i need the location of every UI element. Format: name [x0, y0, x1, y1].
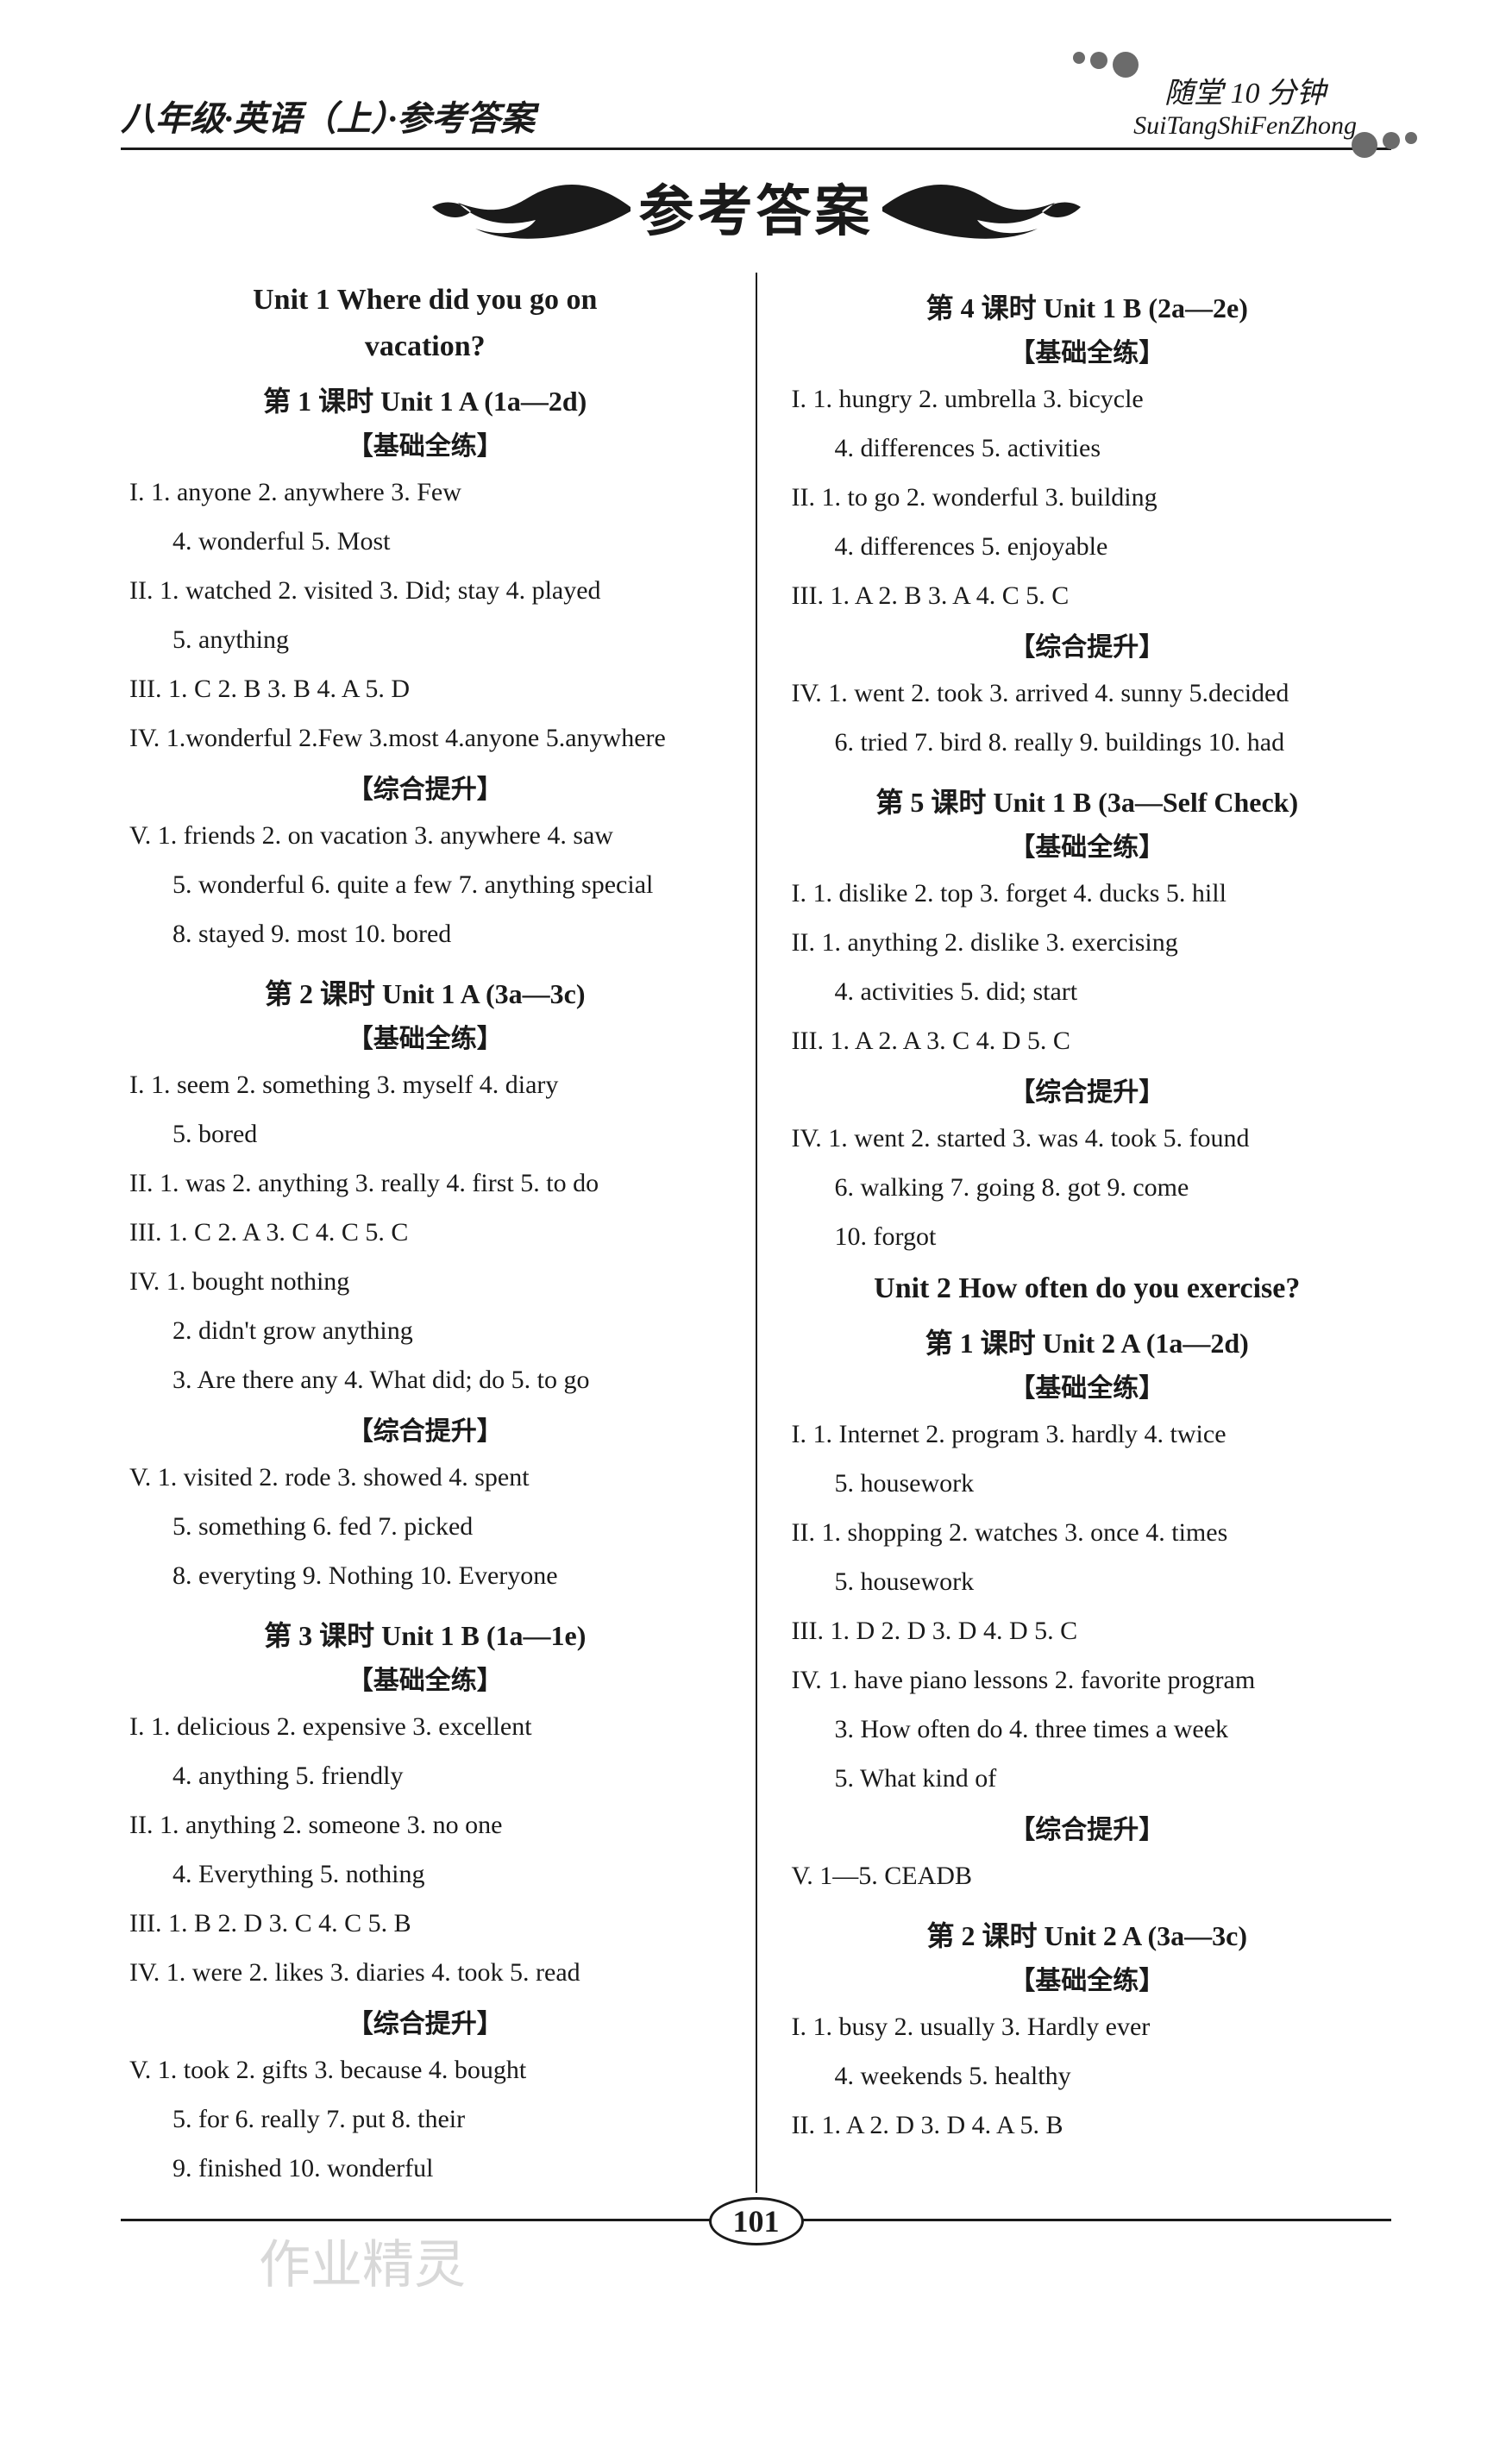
u1-lesson4-title: 第 4 课时 Unit 1 B (2a—2e) — [783, 286, 1392, 326]
answer-text: I. 1. delicious 2. expensive 3. excellen… — [159, 1702, 730, 1751]
answer-text: I. 1. busy 2. usually 3. Hardly ever — [821, 2002, 1392, 2051]
answer-text: III. 1. A 2. A 3. C 4. D 5. C — [821, 1016, 1392, 1065]
answer-text: I. 1. hungry 2. umbrella 3. bicycle — [821, 374, 1392, 424]
answer-text: III. 1. C 2. A 3. C 4. C 5. C — [159, 1208, 730, 1257]
answer-text: IV. 1. went 2. started 3. was 4. took 5.… — [821, 1114, 1392, 1163]
page-footer: 101 — [121, 2219, 1391, 2270]
answer-text: I. 1. Internet 2. program 3. hardly 4. t… — [821, 1410, 1392, 1459]
answer-text: II. 1. A 2. D 3. D 4. A 5. B — [821, 2101, 1392, 2150]
u2-l1-adv-label: 【综合提升】 — [783, 1808, 1392, 1846]
unit1-title-line1: Unit 1 Where did you go on — [121, 281, 730, 319]
u1-lesson5-title: 第 5 课时 Unit 1 B (3a—Self Check) — [783, 781, 1392, 820]
answer-text: 4. activities 5. did; start — [783, 967, 1392, 1016]
u1-lesson1-title: 第 1 课时 Unit 1 A (1a—2d) — [121, 380, 730, 419]
answer-text: 8. everyting 9. Nothing 10. Everyone — [121, 1551, 730, 1600]
answer-text: IV. 1. went 2. took 3. arrived 4. sunny … — [821, 669, 1392, 718]
answer-text: IV. 1.wonderful 2.Few 3.most 4.anyone 5.… — [159, 713, 730, 763]
u1-l1-basic-label: 【基础全练】 — [121, 424, 730, 462]
answer-text: 10. forgot — [783, 1212, 1392, 1261]
main-title-text: 参考答案 — [639, 167, 874, 247]
answer-text: II. 1. anything 2. dislike 3. exercising — [821, 918, 1392, 967]
answer-text: 4. anything 5. friendly — [121, 1751, 730, 1800]
content-columns: Unit 1 Where did you go on vacation? 第 1… — [121, 273, 1391, 2193]
answer-text: V. 1—5. CEADB — [821, 1851, 1392, 1900]
answer-text: V. 1. visited 2. rode 3. showed 4. spent — [159, 1453, 730, 1502]
brand-cn: 随堂 10 分钟 — [1133, 69, 1357, 111]
answer-text: 5. housework — [783, 1459, 1392, 1508]
unit2-title: Unit 2 How often do you exercise? — [783, 1270, 1392, 1308]
u1-l2-basic-label: 【基础全练】 — [121, 1017, 730, 1055]
answer-text: 4. differences 5. enjoyable — [783, 522, 1392, 571]
flame-left-icon — [423, 173, 631, 242]
answer-text: I. 1. dislike 2. top 3. forget 4. ducks … — [821, 869, 1392, 918]
answer-text: 5. housework — [783, 1557, 1392, 1606]
answer-text: II. 1. to go 2. wonderful 3. building — [821, 473, 1392, 522]
answer-text: III. 1. B 2. D 3. C 4. C 5. B — [159, 1899, 730, 1948]
u1-lesson3-title: 第 3 课时 Unit 1 B (1a—1e) — [121, 1614, 730, 1654]
u1-lesson2-title: 第 2 课时 Unit 1 A (3a—3c) — [121, 972, 730, 1012]
u1-l3-basic-label: 【基础全练】 — [121, 1659, 730, 1697]
answer-text: V. 1. took 2. gifts 3. because 4. bought — [159, 2045, 730, 2094]
u2-lesson2-title: 第 2 课时 Unit 2 A (3a—3c) — [783, 1914, 1392, 1954]
u1-l5-adv-label: 【综合提升】 — [783, 1071, 1392, 1108]
answer-text: III. 1. A 2. B 3. A 4. C 5. C — [821, 571, 1392, 620]
main-title-banner: 参考答案 — [121, 167, 1391, 247]
answer-text: IV. 1. were 2. likes 3. diaries 4. took … — [159, 1948, 730, 1997]
answer-text: 6. walking 7. going 8. got 9. come — [783, 1163, 1392, 1212]
answer-text: 6. tried 7. bird 8. really 9. buildings … — [783, 718, 1392, 767]
right-column: 第 4 课时 Unit 1 B (2a—2e) 【基础全练】 I. 1. hun… — [757, 273, 1392, 2193]
answer-text: 3. Are there any 4. What did; do 5. to g… — [121, 1355, 730, 1404]
answer-text: 5. bored — [121, 1109, 730, 1159]
u2-lesson1-title: 第 1 课时 Unit 2 A (1a—2d) — [783, 1322, 1392, 1361]
answer-text: II. 1. shopping 2. watches 3. once 4. ti… — [821, 1508, 1392, 1557]
answer-text: III. 1. C 2. B 3. B 4. A 5. D — [159, 664, 730, 713]
answer-text: 5. anything — [121, 615, 730, 664]
answer-text: 4. wonderful 5. Most — [121, 517, 730, 566]
header-left-title: 八年级·英语（上）·参考答案 — [121, 91, 535, 141]
answer-text: I. 1. anyone 2. anywhere 3. Few — [159, 468, 730, 517]
answer-text: 5. wonderful 6. quite a few 7. anything … — [121, 860, 730, 909]
u2-l2-basic-label: 【基础全练】 — [783, 1959, 1392, 1997]
answer-text: IV. 1. bought nothing — [159, 1257, 730, 1306]
answer-text: III. 1. D 2. D 3. D 4. D 5. C — [821, 1606, 1392, 1655]
answer-text: 4. differences 5. activities — [783, 424, 1392, 473]
u1-l2-adv-label: 【综合提升】 — [121, 1410, 730, 1448]
answer-text: 3. How often do 4. three times a week — [783, 1705, 1392, 1754]
page-header: 八年级·英语（上）·参考答案 随堂 10 分钟 SuiTangShiFenZho… — [121, 69, 1391, 150]
decoration-dots-bottom — [1352, 132, 1417, 158]
answer-text: V. 1. friends 2. on vacation 3. anywhere… — [159, 811, 730, 860]
answer-text: I. 1. seem 2. something 3. myself 4. dia… — [159, 1060, 730, 1109]
answer-text: 4. Everything 5. nothing — [121, 1850, 730, 1899]
answer-text: II. 1. anything 2. someone 3. no one — [159, 1800, 730, 1850]
header-right-brand: 随堂 10 分钟 SuiTangShiFenZhong — [1099, 69, 1391, 141]
answer-text: II. 1. was 2. anything 3. really 4. firs… — [159, 1159, 730, 1208]
answer-text: 2. didn't grow anything — [121, 1306, 730, 1355]
u1-l1-adv-label: 【综合提升】 — [121, 768, 730, 806]
u2-l1-basic-label: 【基础全练】 — [783, 1366, 1392, 1404]
answer-text: IV. 1. have piano lessons 2. favorite pr… — [821, 1655, 1392, 1705]
answer-text: 5. something 6. fed 7. picked — [121, 1502, 730, 1551]
answer-text: 5. for 6. really 7. put 8. their — [121, 2094, 730, 2144]
answer-text: II. 1. watched 2. visited 3. Did; stay 4… — [159, 566, 730, 615]
answer-text: 4. weekends 5. healthy — [783, 2051, 1392, 2101]
u1-l5-basic-label: 【基础全练】 — [783, 826, 1392, 864]
flame-right-icon — [882, 173, 1089, 242]
brand-pinyin: SuiTangShiFenZhong — [1133, 111, 1357, 141]
left-column: Unit 1 Where did you go on vacation? 第 1… — [121, 273, 757, 2193]
page-number: 101 — [709, 2197, 804, 2245]
answer-text: 8. stayed 9. most 10. bored — [121, 909, 730, 958]
decoration-dots-top — [1073, 52, 1139, 78]
answer-text: 5. What kind of — [783, 1754, 1392, 1803]
u1-l4-adv-label: 【综合提升】 — [783, 625, 1392, 663]
u1-l4-basic-label: 【基础全练】 — [783, 331, 1392, 369]
answer-text: 9. finished 10. wonderful — [121, 2144, 730, 2193]
u1-l3-adv-label: 【综合提升】 — [121, 2002, 730, 2040]
unit1-title-line2: vacation? — [121, 328, 730, 366]
